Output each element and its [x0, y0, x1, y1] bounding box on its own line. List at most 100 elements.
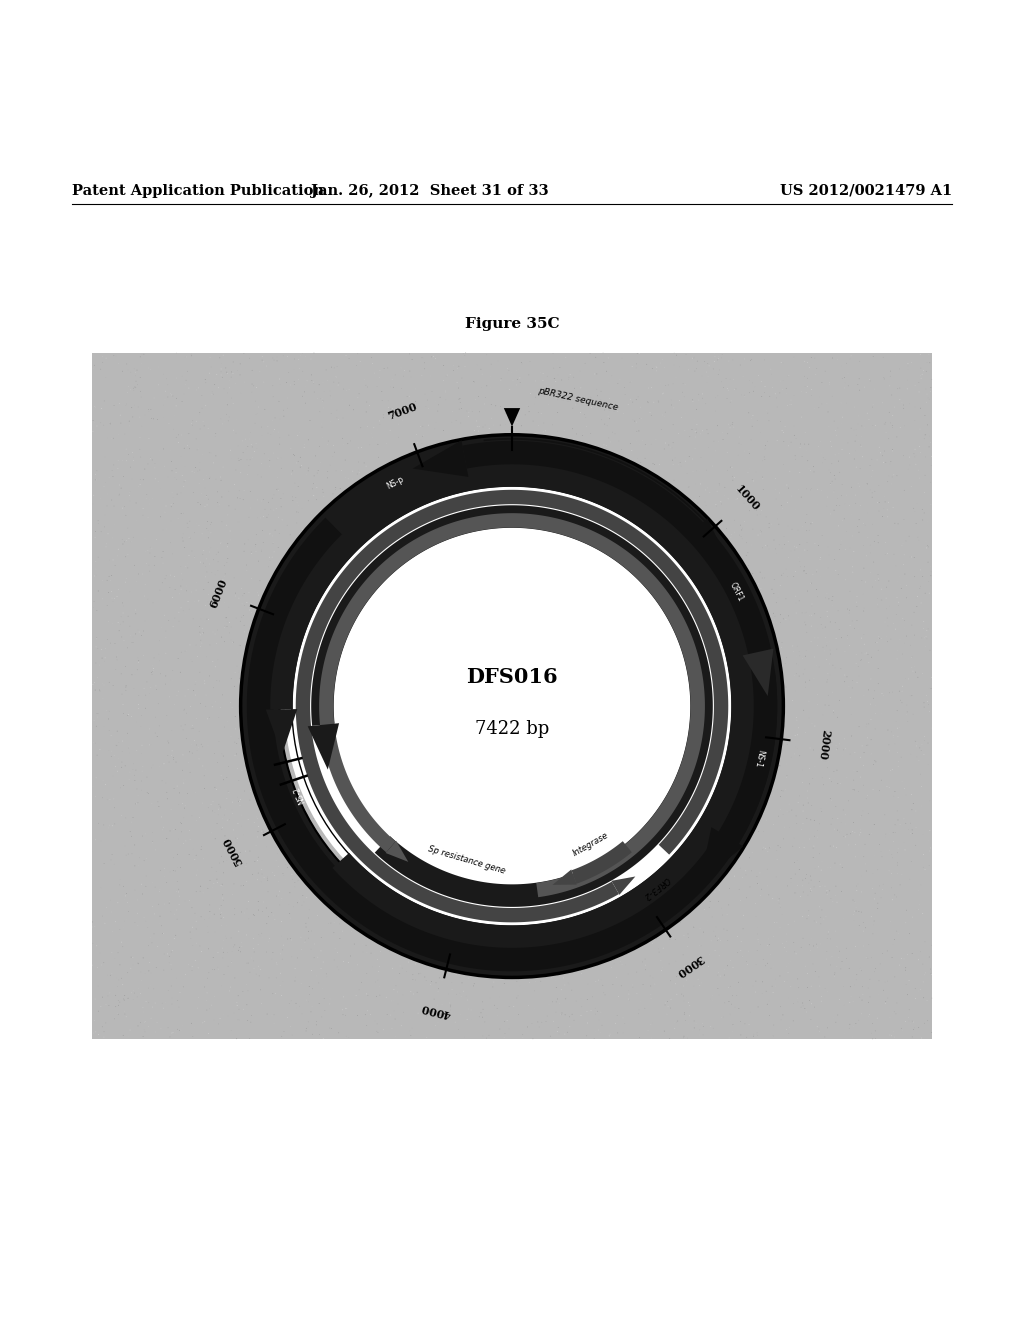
Point: [907, 731, 924, 752]
Point: [160, 730, 176, 751]
Point: [428, 475, 444, 496]
Point: [397, 817, 414, 838]
Point: [512, 663, 528, 684]
Point: [355, 780, 372, 801]
Point: [480, 923, 497, 944]
Point: [664, 389, 680, 411]
Point: [910, 529, 927, 550]
Point: [174, 760, 190, 781]
Point: [160, 374, 176, 395]
Point: [413, 939, 429, 960]
Point: [144, 655, 161, 676]
Point: [395, 628, 412, 649]
Point: [301, 983, 317, 1005]
Point: [659, 619, 676, 640]
Point: [194, 444, 210, 465]
Point: [632, 836, 648, 857]
Point: [511, 941, 527, 962]
Text: 5000: 5000: [221, 836, 245, 867]
Point: [775, 609, 792, 630]
Point: [356, 544, 373, 565]
Point: [197, 496, 213, 517]
Point: [913, 741, 930, 762]
Point: [538, 698, 554, 719]
Point: [387, 498, 403, 519]
Point: [106, 797, 123, 818]
Point: [613, 593, 630, 614]
Point: [207, 426, 223, 447]
Point: [564, 931, 581, 952]
Point: [416, 942, 432, 964]
Point: [204, 857, 220, 878]
Point: [280, 388, 296, 409]
Point: [779, 515, 796, 536]
Point: [632, 408, 648, 429]
Point: [738, 1027, 755, 1048]
Point: [354, 475, 371, 496]
Point: [474, 363, 490, 384]
Point: [878, 824, 894, 845]
Point: [774, 933, 791, 954]
Point: [544, 891, 560, 912]
Point: [489, 738, 506, 759]
Point: [553, 929, 569, 950]
Point: [150, 409, 166, 430]
Point: [174, 793, 190, 814]
Point: [306, 486, 323, 507]
Point: [684, 1020, 700, 1041]
Point: [821, 733, 838, 754]
Point: [264, 983, 281, 1005]
Point: [744, 496, 761, 517]
Point: [811, 1019, 827, 1040]
Point: [860, 803, 877, 824]
Point: [367, 942, 383, 964]
Point: [505, 851, 521, 873]
Point: [234, 672, 251, 693]
Point: [664, 808, 680, 829]
Point: [458, 591, 474, 612]
Point: [510, 672, 526, 693]
Point: [740, 554, 757, 576]
Point: [903, 615, 920, 636]
Point: [890, 570, 906, 591]
Point: [890, 787, 906, 808]
Point: [674, 407, 690, 428]
Point: [552, 356, 568, 378]
Point: [550, 916, 566, 937]
Point: [883, 760, 899, 781]
Point: [501, 824, 517, 845]
Point: [837, 372, 853, 393]
Point: [911, 436, 928, 457]
Point: [680, 888, 696, 909]
Point: [400, 684, 417, 705]
Point: [130, 694, 146, 715]
Point: [226, 935, 243, 956]
Point: [89, 744, 105, 766]
Point: [385, 935, 401, 956]
Point: [578, 407, 594, 428]
Point: [612, 952, 629, 973]
Point: [802, 774, 818, 795]
Point: [418, 471, 434, 492]
Point: [414, 544, 430, 565]
Point: [92, 878, 109, 899]
Point: [172, 818, 188, 840]
Point: [292, 421, 308, 442]
Point: [139, 781, 156, 803]
Point: [212, 1008, 228, 1030]
Point: [438, 560, 455, 581]
Point: [308, 512, 325, 533]
Point: [769, 779, 785, 800]
Point: [137, 964, 154, 985]
Point: [147, 1022, 164, 1043]
Point: [892, 874, 908, 895]
Point: [746, 738, 763, 759]
Point: [530, 875, 547, 896]
Point: [359, 416, 376, 437]
Point: [323, 403, 339, 424]
Point: [472, 867, 488, 888]
Point: [729, 942, 745, 964]
Point: [313, 669, 330, 690]
Point: [477, 414, 494, 436]
Point: [160, 944, 176, 965]
